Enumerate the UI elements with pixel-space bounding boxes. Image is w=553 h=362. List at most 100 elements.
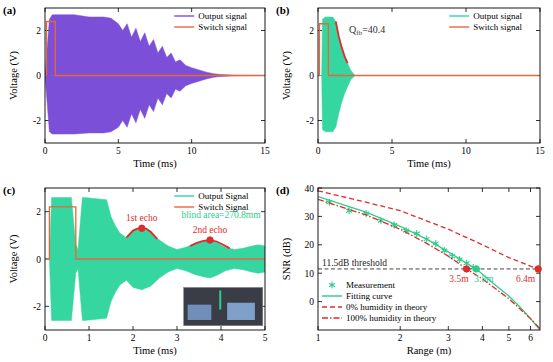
panel-label: (a) <box>3 4 16 17</box>
tick-label: 15 <box>535 146 545 156</box>
point-label: 3.8m <box>474 274 494 284</box>
tick <box>221 326 222 330</box>
plot-area <box>45 15 265 134</box>
tick-label: 1 <box>316 333 321 343</box>
tick <box>177 326 178 330</box>
legend-line <box>322 306 342 307</box>
tick <box>508 326 509 330</box>
legend-label: 0% humidity in theory <box>346 302 428 312</box>
line <box>318 199 540 328</box>
tick <box>536 30 540 31</box>
tick <box>318 244 322 245</box>
tick <box>118 139 119 143</box>
tick <box>261 120 265 121</box>
y-axis-label: Voltage (V) <box>281 50 293 100</box>
inset-sensor <box>219 290 221 309</box>
tick <box>133 188 134 192</box>
tick-label: 40 <box>305 184 315 194</box>
tick-label: 10 <box>305 269 315 279</box>
figure: 051015-202Output signalSwitch signal(a)T… <box>0 0 553 362</box>
legend-line <box>322 295 342 296</box>
tick-label: 2 <box>398 333 403 343</box>
legend-label: Switch signal <box>198 22 247 32</box>
tick <box>536 216 540 217</box>
tick-label: 0 <box>43 333 48 343</box>
tick <box>448 326 449 330</box>
plot-area <box>318 191 540 330</box>
tick <box>318 301 322 302</box>
x-axis-label: Range (m) <box>407 345 452 357</box>
tick <box>536 273 540 274</box>
point <box>473 266 479 272</box>
panel-label: (b) <box>276 4 290 17</box>
annotation: 1st echo <box>126 213 158 223</box>
tick <box>482 326 483 330</box>
legend-label: Fitting curve <box>346 291 392 301</box>
tick <box>318 273 322 274</box>
tick-label: 1 <box>87 333 92 343</box>
tick-label: 10 <box>187 146 197 156</box>
legend: Output signalSwitch signal <box>449 11 522 32</box>
tick <box>448 188 449 192</box>
tick <box>261 211 265 212</box>
tick <box>466 8 467 12</box>
tick-label: 0 <box>36 255 41 265</box>
frame <box>45 188 265 330</box>
legend-label: Measurement <box>346 280 395 290</box>
tick <box>89 188 90 192</box>
tick <box>318 120 322 121</box>
tick-label: 0 <box>316 146 321 156</box>
point <box>535 266 541 272</box>
point-label: 3.5m <box>449 274 469 284</box>
tick-label: 0 <box>43 146 48 156</box>
line <box>336 22 348 64</box>
panel-label: (d) <box>276 184 290 197</box>
tick-label: 15 <box>260 146 270 156</box>
legend-line <box>322 317 342 318</box>
inset-screen <box>227 303 255 320</box>
annotation: 2nd echo <box>193 225 228 235</box>
tick-label: 5 <box>263 333 268 343</box>
tick <box>133 326 134 330</box>
tick-label: 0 <box>36 71 41 81</box>
tick <box>177 188 178 192</box>
tick-label: 5 <box>507 333 512 343</box>
legend-label: 100% humidity in theory <box>346 313 437 323</box>
signal-area <box>45 15 265 76</box>
legend-line <box>174 195 194 196</box>
tick-label: 6 <box>528 333 533 343</box>
tick <box>536 301 540 302</box>
signal-area <box>318 76 540 132</box>
legend: Output SignalSwitch Signal <box>174 191 249 212</box>
legend-label: Switch Signal <box>198 202 249 212</box>
tick <box>318 216 322 217</box>
tick <box>536 120 540 121</box>
tick <box>508 188 509 192</box>
point <box>463 266 469 272</box>
line <box>318 191 540 271</box>
legend-line <box>174 26 194 27</box>
legend: MeasurementFitting curve0% humidity in t… <box>322 280 437 323</box>
point-label: 6.4m <box>516 274 536 284</box>
tick <box>191 139 192 143</box>
y-axis-label: SNR (dB) <box>281 237 293 280</box>
tick-label: 30 <box>305 212 315 222</box>
frame <box>318 8 540 143</box>
tick-label: 2 <box>309 26 314 36</box>
tick <box>530 326 531 330</box>
tick <box>261 30 265 31</box>
y-axis-label: Voltage (V) <box>8 234 20 284</box>
point <box>207 237 213 243</box>
tick-label: 5 <box>116 146 121 156</box>
legend-line <box>449 26 469 27</box>
tick <box>536 244 540 245</box>
tick <box>482 188 483 192</box>
point <box>139 225 145 231</box>
x-axis-label: Time (ms) <box>133 345 177 357</box>
tick-label: 0 <box>309 71 314 81</box>
tick-label: 20 <box>305 240 315 250</box>
tick-label: 5 <box>390 146 395 156</box>
tick <box>530 188 531 192</box>
line <box>45 207 265 259</box>
legend-line <box>449 15 469 16</box>
